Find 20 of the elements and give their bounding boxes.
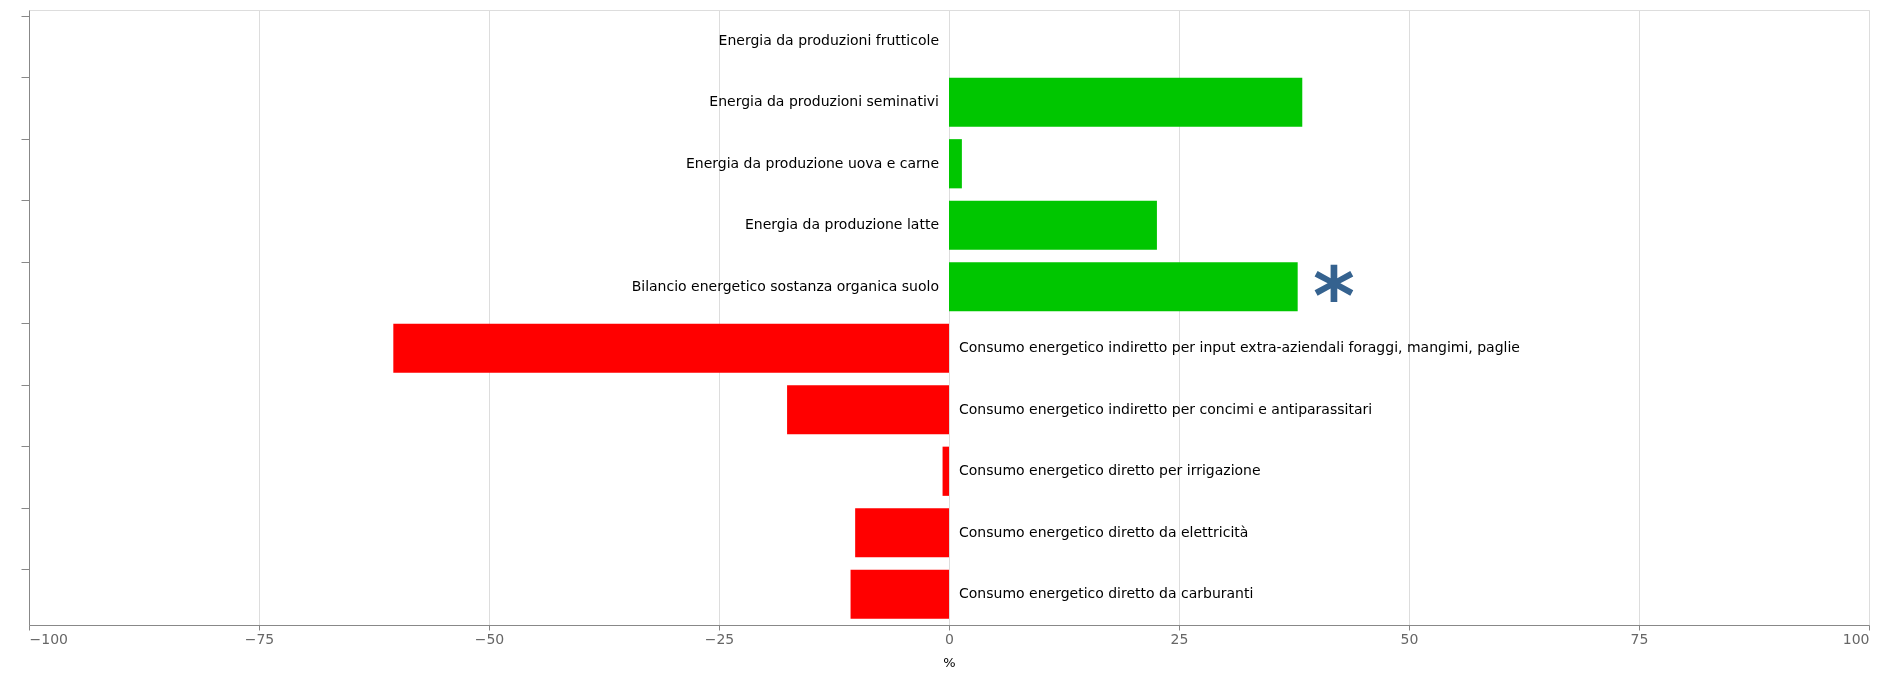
y-tick-label: Consumo energetico diretto da elettricità — [959, 523, 1249, 540]
x-tick-label: −25 — [704, 630, 735, 647]
y-tick-label: Energia da produzione uova e carne — [685, 154, 939, 171]
y-tick-label: Consumo energetico diretto per irrigazione — [959, 462, 1261, 479]
y-tick-label: Bilancio energetico sostanza organica suolo — [631, 277, 939, 294]
x-axis-title: % — [943, 654, 956, 670]
x-tick-label: 25 — [1170, 630, 1189, 647]
y-tick-label: Consumo energetico indiretto per input extra-aziendali foraggi, mangimi, paglie — [959, 339, 1520, 356]
y-tick-label: Energia da produzione latte — [744, 216, 939, 233]
x-tick-label: 100 — [1842, 630, 1870, 647]
x-tick-label: 75 — [1630, 630, 1649, 647]
x-tick-label: −100 — [29, 630, 68, 647]
y-tick-label: Consumo energetico indiretto per concimi e antiparassitari — [959, 400, 1373, 417]
x-tick-label: 0 — [945, 630, 954, 647]
x-tick-label: −75 — [244, 630, 275, 647]
y-tick-label: Consumo energetico diretto da carburanti — [959, 585, 1254, 602]
x-tick-label: 50 — [1400, 630, 1419, 647]
y-tick-label: Energia da produzioni frutticole — [718, 31, 939, 48]
x-tick-label: −50 — [474, 630, 505, 647]
y-tick-label: Energia da produzioni seminativi — [709, 93, 939, 110]
